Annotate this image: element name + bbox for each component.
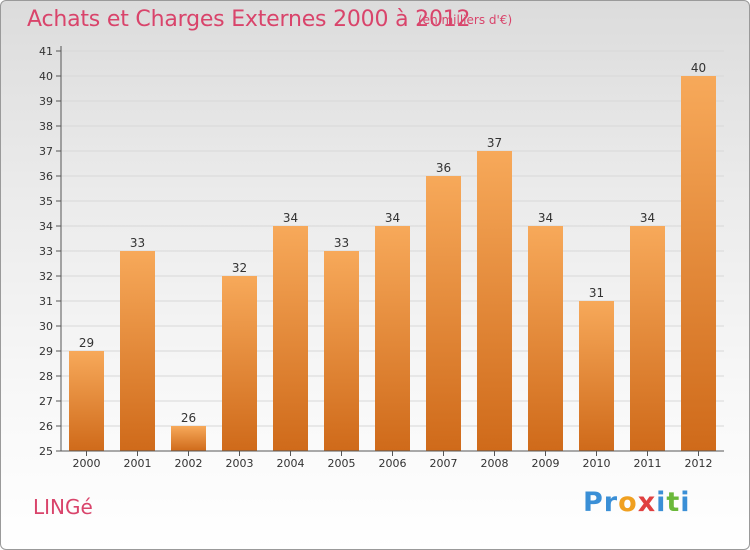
- commune-name: LINGé: [33, 495, 93, 519]
- y-tick-label: 34: [39, 220, 53, 233]
- data-label: 37: [487, 136, 502, 150]
- logo-letter: r: [603, 487, 619, 518]
- data-label: 40: [691, 61, 706, 75]
- bar-2005: [324, 251, 359, 451]
- bar-2008: [477, 151, 512, 451]
- logo-letter: P: [583, 487, 604, 518]
- bar-2009: [528, 226, 563, 451]
- bar-2001: [120, 251, 155, 451]
- y-tick-label: 31: [39, 295, 53, 308]
- x-tick-label: 2009: [532, 457, 560, 470]
- y-tick-label: 36: [39, 170, 53, 183]
- x-tick-label: 2010: [583, 457, 611, 470]
- y-tick-label: 26: [39, 420, 53, 433]
- data-label: 32: [232, 261, 247, 275]
- x-tick-label: 2011: [634, 457, 662, 470]
- bar-2000: [69, 351, 104, 451]
- x-tick-label: 2001: [124, 457, 152, 470]
- y-tick-label: 41: [39, 45, 53, 58]
- x-tick-label: 2006: [379, 457, 407, 470]
- x-tick-label: 2004: [277, 457, 305, 470]
- y-tick-label: 25: [39, 445, 53, 458]
- logo-letter: i: [656, 487, 667, 518]
- x-tick-label: 2002: [175, 457, 203, 470]
- x-tick-label: 2008: [481, 457, 509, 470]
- x-tick-label: 2003: [226, 457, 254, 470]
- bar-2007: [426, 176, 461, 451]
- y-tick-label: 39: [39, 95, 53, 108]
- y-tick-label: 32: [39, 270, 53, 283]
- data-label: 29: [79, 336, 94, 350]
- data-label: 34: [640, 211, 655, 225]
- y-tick-label: 28: [39, 370, 53, 383]
- data-label: 36: [436, 161, 451, 175]
- logo-letter: t: [666, 487, 681, 518]
- x-tick-label: 2007: [430, 457, 458, 470]
- data-label: 34: [538, 211, 553, 225]
- y-tick-label: 30: [39, 320, 53, 333]
- chart-title: Achats et Charges Externes 2000 à 2012: [27, 7, 471, 32]
- data-label: 34: [385, 211, 400, 225]
- data-label: 33: [334, 236, 349, 250]
- data-label: 33: [130, 236, 145, 250]
- chart-subtitle: (en milliers d'€): [418, 13, 513, 27]
- bar-2002: [171, 426, 206, 451]
- bar-2003: [222, 276, 257, 451]
- x-tick-label: 2005: [328, 457, 356, 470]
- y-tick-label: 38: [39, 120, 53, 133]
- bar-2004: [273, 226, 308, 451]
- x-tick-label: 2012: [685, 457, 713, 470]
- data-label: 31: [589, 286, 604, 300]
- y-tick-label: 37: [39, 145, 53, 158]
- bar-2012: [681, 76, 716, 451]
- y-tick-label: 35: [39, 195, 53, 208]
- proxiti-logo: Proxiti: [583, 487, 691, 518]
- bar-2010: [579, 301, 614, 451]
- bar-2011: [630, 226, 665, 451]
- data-label: 34: [283, 211, 298, 225]
- x-tick-label: 2000: [73, 457, 101, 470]
- bar-2006: [375, 226, 410, 451]
- y-tick-label: 29: [39, 345, 53, 358]
- y-tick-label: 33: [39, 245, 53, 258]
- y-tick-label: 27: [39, 395, 53, 408]
- logo-letter: o: [618, 487, 638, 518]
- logo-letter: i: [680, 487, 691, 518]
- logo-letter: x: [637, 487, 657, 518]
- y-tick-label: 40: [39, 70, 53, 83]
- data-label: 26: [181, 411, 196, 425]
